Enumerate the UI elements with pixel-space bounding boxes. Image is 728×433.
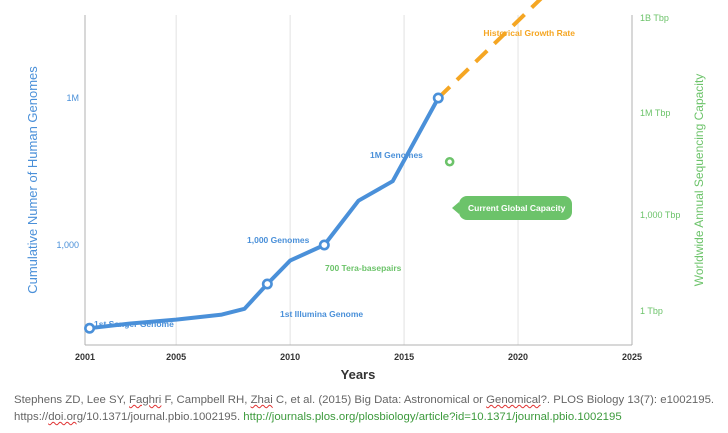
caption-text: ?. PLOS Biology 13(7): e1002195. https:/… (14, 394, 715, 423)
caption-author-zhai: Zhai (250, 394, 273, 406)
x-tick-2005: 2005 (166, 352, 186, 362)
marker-4 (432, 92, 444, 104)
current-capacity-bubble (459, 196, 572, 220)
left-tick-1: 1M (66, 93, 79, 103)
caption-text: F, Campbell RH, (161, 394, 251, 406)
x-tick-2001: 2001 (75, 352, 95, 362)
x-tick-2025: 2025 (622, 352, 642, 362)
marker-label-1m-genomes: 1M Genomes (370, 150, 423, 160)
marker-5 (444, 156, 455, 167)
right-tick-0: 1 Tbp (640, 306, 663, 316)
marker-2 (318, 239, 330, 251)
right-tick-2: 1M Tbp (640, 108, 670, 118)
caption-author-faghri: Faghri (129, 394, 162, 406)
citation-caption: Stephens ZD, Lee SY, Faghri F, Campbell … (14, 392, 719, 426)
marker-label-current-capacity: Current Global Capacity (468, 203, 566, 213)
x-tick-labels: 2001 2005 2010 2015 2020 2025 (75, 352, 642, 362)
vertical-grid (175, 15, 519, 345)
caption-doi: doi.org (48, 411, 84, 423)
historical-growth-label: Historical Growth Rate (483, 28, 575, 38)
x-axis-title: Years (341, 367, 376, 382)
marker-label-1000-genomes: 1,000 Genomes (247, 235, 310, 245)
x-tick-2015: 2015 (394, 352, 414, 362)
historical-growth-projection-line (436, 0, 543, 100)
marker-1 (261, 278, 273, 290)
caption-text: C, et al. (2015) Big Data: Astronomical … (272, 394, 487, 406)
right-tick-labels: 1 Tbp 1,000 Tbp 1M Tbp 1B Tbp (640, 13, 680, 316)
genomes-series-line (87, 96, 441, 331)
event-markers (84, 92, 455, 334)
left-tick-0: 1,000 (56, 240, 79, 250)
caption-text: Stephens ZD, Lee SY, (14, 394, 130, 406)
marker-label-700-tbp: 700 Tera-basepairs (325, 263, 402, 273)
article-link[interactable]: http://journals.plos.org/plosbiology/art… (243, 411, 622, 423)
y-axis-title-right: Worldwide Annual Sequencing Capacity (692, 74, 706, 287)
caption-word-genomical: Genomical (486, 394, 541, 406)
x-tick-2010: 2010 (280, 352, 300, 362)
left-tick-labels: 1,0001M1B (56, 93, 79, 250)
current-capacity-bubble-pointer (452, 202, 459, 214)
marker-0 (84, 322, 96, 334)
marker-label-illumina: 1st Illumina Genome (280, 309, 363, 319)
right-tick-1: 1,000 Tbp (640, 210, 680, 220)
caption-text: /10.1371/journal.pbio.1002195. (83, 411, 244, 423)
right-tick-3: 1B Tbp (640, 13, 669, 23)
x-tick-2020: 2020 (508, 352, 528, 362)
marker-label-sanger: 1st Sanger Genome (94, 319, 174, 329)
y-axis-title-left: Cumulative Numer of Human Genomes (25, 66, 40, 294)
